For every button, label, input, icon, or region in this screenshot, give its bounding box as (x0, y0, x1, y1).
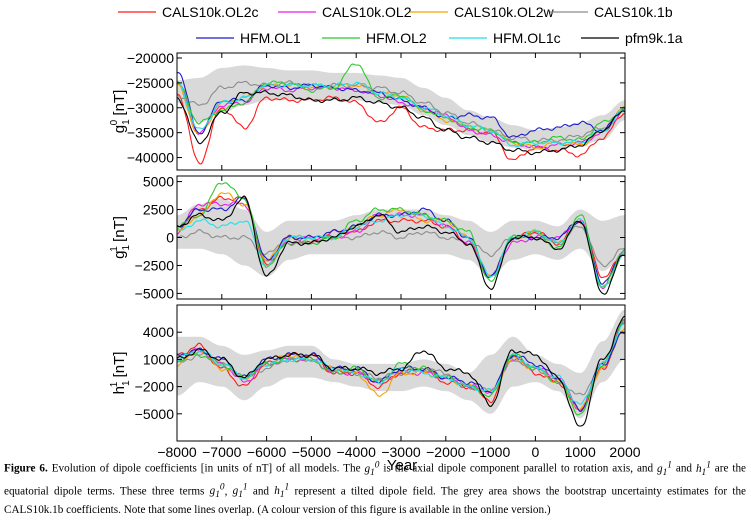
y-tick-label: 1000 (143, 351, 174, 367)
series-line-hfm-ol1c (177, 322, 625, 405)
caption-text-7: represent a tilted dipole field. The gre… (4, 485, 747, 517)
y-tick-label: −35000 (127, 125, 174, 141)
caption-term-g10-b: g10 (209, 482, 225, 501)
caption-text-5: , (224, 485, 233, 498)
series-line-hfm-ol1c (177, 212, 625, 288)
y-tick-label: −2500 (135, 257, 175, 273)
panel-g10: −40000 −35000 −30000 −25000 −20000 g10 [nT] (109, 50, 626, 171)
caption-text-3: and (671, 462, 696, 475)
x-tick-label: −5000 (292, 444, 332, 460)
x-tick-label: −6000 (247, 444, 287, 460)
caption-term-h11: h11 (695, 460, 711, 478)
panel-h11: −5000 −2000 1000 4000 −8000 −7000 −6000 −5000 −4… (109, 304, 641, 460)
legend: CALS10k.OL2c CALS10k.OL2 CALS10k.OL2w CALS1… (118, 4, 683, 46)
series-line-hfm-ol1c (177, 81, 625, 148)
x-tick-label: −2000 (426, 444, 466, 460)
uncertainty-band (177, 309, 625, 419)
panel-g11: −5000 −2500 0 2500 5000 g11 [nT] (109, 174, 626, 301)
y-tick-label: −5000 (135, 285, 175, 301)
series-line-hfm-ol2 (177, 182, 625, 288)
y-tick-label: −40000 (127, 150, 174, 166)
x-tick-label: −1000 (471, 444, 511, 460)
x-tick-label: −8000 (157, 444, 197, 460)
figure-caption: Figure 6. Evolution of dipole coefficien… (4, 458, 746, 518)
figure-6-dipole-coefficients: CALS10k.OL2c CALS10k.OL2 CALS10k.OL2w CALS1… (109, 4, 683, 474)
caption-term-g10: g10 (364, 460, 380, 478)
y-tick-label: 0 (166, 230, 174, 246)
legend-label: HFM.OL1 (240, 30, 301, 46)
y-tick-label: −2000 (135, 379, 175, 395)
caption-text-6: and (247, 485, 275, 498)
caption-term-h11-b: h11 (274, 482, 290, 501)
y-tick-label: −5000 (135, 406, 175, 422)
series-line-cals10k-ol2 (177, 82, 625, 150)
caption-text-2: is the axial dipole component parallel t… (379, 462, 658, 475)
x-tick-label: −4000 (337, 444, 377, 460)
y-axis-label: h11 [nT] (109, 352, 132, 395)
legend-label: HFM.OL1c (493, 30, 561, 46)
y-tick-label: 2500 (143, 202, 174, 218)
x-tick-label: −3000 (381, 444, 421, 460)
legend-label: CALS10k.OL2w (454, 4, 554, 20)
legend-label: CALS10k.OL2c (162, 4, 259, 20)
caption-term-g11: g11 (657, 460, 672, 478)
series-line-pfm9k-1a (177, 195, 625, 295)
x-tick-label: 0 (532, 444, 540, 460)
series-line-cals10k-1b (177, 320, 625, 396)
y-axis-label: g11 [nT] (109, 216, 132, 259)
x-tick-label: 1000 (565, 444, 596, 460)
legend-label: HFM.OL2 (366, 30, 427, 46)
x-tick-label: −7000 (202, 444, 242, 460)
legend-label: CALS10k.OL2 (322, 4, 412, 20)
x-tick-label: 2000 (609, 444, 640, 460)
caption-text-4: are the equatorial dipole terms. These t… (4, 462, 747, 498)
legend-label: CALS10k.1b (594, 4, 673, 20)
y-tick-label: 5000 (143, 174, 174, 190)
caption-text-1: Evolution of dipole coefficients [in uni… (51, 462, 365, 475)
series-line-pfm9k-1a (177, 90, 625, 156)
x-axis-label: Year (387, 457, 417, 474)
y-tick-label: −25000 (127, 75, 174, 91)
y-tick-label: 4000 (143, 324, 174, 340)
series-line-pfm9k-1a (177, 315, 625, 427)
caption-term-g11-b: g11 (232, 482, 248, 501)
series-line-hfm-ol2 (177, 63, 625, 146)
y-tick-label: −20000 (127, 50, 174, 66)
y-tick-label: −30000 (127, 100, 174, 116)
series-line-hfm-ol2 (177, 318, 625, 416)
y-axis-label: g10 [nT] (109, 90, 132, 133)
figure-label: Figure 6. (4, 462, 48, 475)
legend-label: pfm9k.1a (625, 30, 683, 46)
